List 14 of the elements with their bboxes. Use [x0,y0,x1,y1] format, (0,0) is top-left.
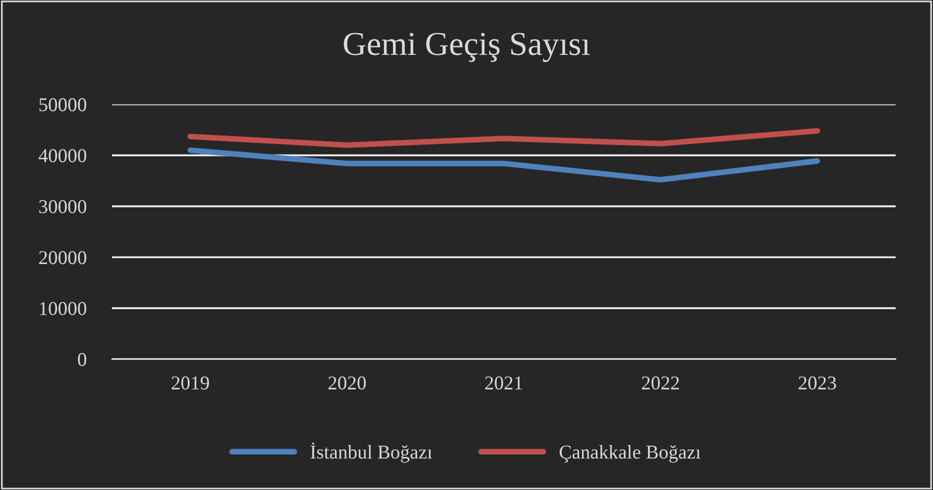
x-tick-label: 2023 [798,376,836,390]
x-tick-label: 2020 [328,376,366,390]
x-tick-label: 2019 [172,376,209,390]
legend-label: İstanbul Boğazı [310,442,432,463]
y-tick-label: 20000 [39,251,86,264]
x-tick-label: 2021 [485,376,522,390]
x-tick-label: 2022 [642,376,679,390]
y-tick-label: 0 [78,352,86,366]
legend-label: Çanakkale Boğazı [560,445,700,463]
y-tick-label: 10000 [40,302,86,316]
y-tick-label: 30000 [39,200,86,214]
chart-title: Gemi Geçiş Sayısı [344,32,590,62]
y-tick-label: 50000 [39,98,86,112]
y-tick-label: 40000 [38,149,86,162]
